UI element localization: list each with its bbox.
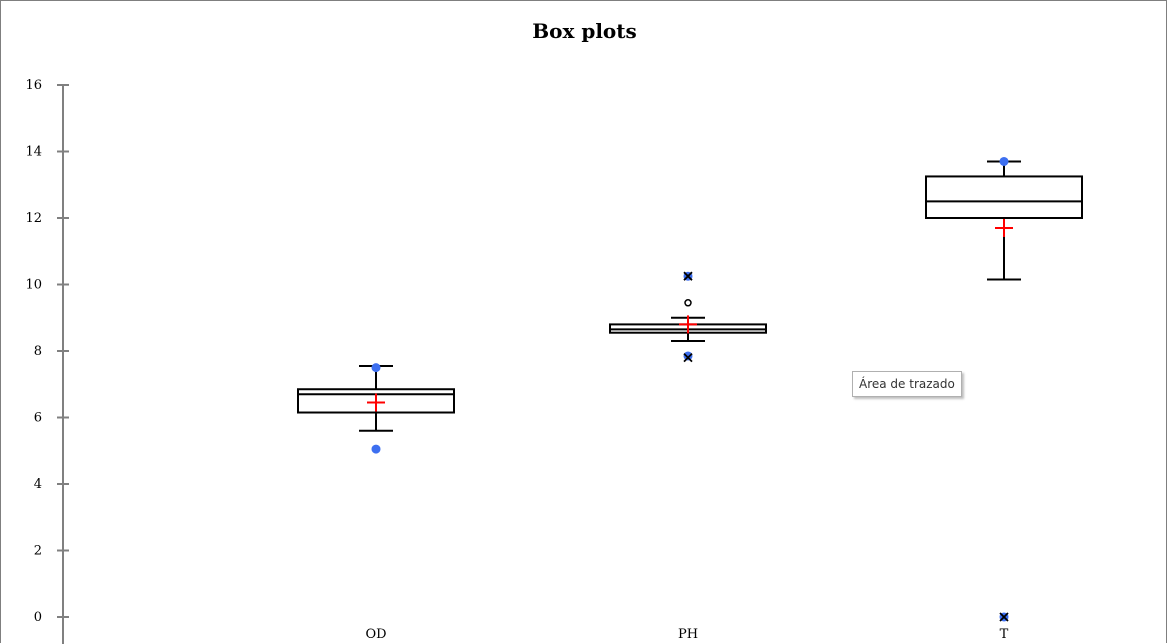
outlier-x [683,271,693,281]
y-tick-label: 8 [34,344,42,359]
x-category-label: PH [678,627,698,642]
min-marker [683,351,693,361]
x-category-label: T [1000,627,1009,642]
y-tick-label: 14 [25,145,42,160]
max-marker [999,156,1009,166]
chart-title: Box plots [532,19,637,43]
y-tick-label: 16 [25,78,42,93]
outlier-circle [684,299,692,307]
x-category-label: OD [365,627,386,642]
plot-area-tooltip: Área de trazado [852,371,962,397]
max-marker [371,363,381,373]
box-T [925,175,1083,219]
y-tick-label: 6 [34,411,42,426]
y-tick-label: 0 [34,610,42,625]
y-tick-label: 10 [25,278,42,293]
y-tick-label: 4 [34,477,42,492]
outlier-x [683,353,693,363]
box-OD [297,388,455,414]
outlier-x [999,612,1009,622]
y-tick-label: 2 [34,544,42,559]
y-tick-label: 12 [25,211,42,226]
min-marker [371,444,381,454]
